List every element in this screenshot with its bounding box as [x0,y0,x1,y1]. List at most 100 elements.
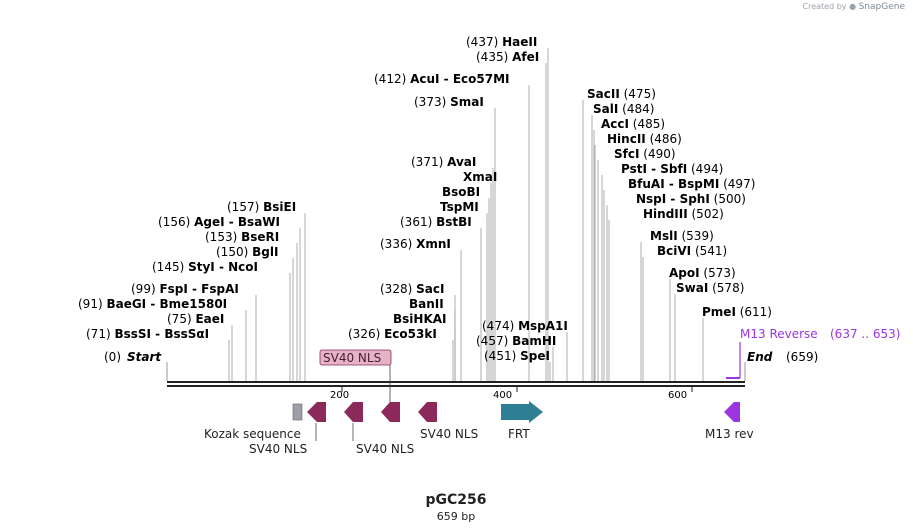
site-position: (336) [380,237,416,251]
site-label-acui[interactable]: (412) AcuI - Eco57MI [374,72,510,86]
site-position: (373) [414,95,450,109]
site-label-hindiii[interactable]: HindIII (502) [643,207,724,221]
site-position: (457) [476,334,512,348]
site-position: (475) [620,87,656,101]
site-label-bsihkai[interactable]: BsiHKAI [393,312,447,326]
frt-arrow[interactable] [501,401,543,423]
site-label-styi[interactable]: (145) StyI - NcoI [152,260,258,274]
site-label-sali[interactable]: SalI (484) [593,102,654,116]
site-position: (328) [380,282,416,296]
snapgene-logo-icon: ● [849,2,857,11]
site-label-fspi[interactable]: (99) FspI - FspAI [131,282,239,296]
primer-m13-reverse[interactable]: M13 Reverse (637 .. 653) [726,327,900,379]
site-label-bcivi[interactable]: BciVI (541) [657,244,727,258]
site-label-swai[interactable]: SwaI (578) [676,281,744,295]
site-label-baegi[interactable]: (91) BaeGI - Bme1580I [78,297,227,311]
enzyme-name: BciVI [657,244,691,258]
site-position: (539) [678,229,714,243]
enzyme-name: Eco53kI [384,327,437,341]
enzyme-name: FspI - FspAI [159,282,238,296]
enzyme-name: MslI [650,229,678,243]
enzyme-name: TspMI [440,200,479,214]
sv40-nls-arrow-3[interactable] [381,402,400,422]
site-label-saci[interactable]: (328) SacI [380,282,444,296]
start-marker: (0) Start [104,350,168,381]
site-label-afei[interactable]: (435) AfeI [476,50,539,64]
enzyme-name: StyI - NcoI [188,260,258,274]
enzyme-name: PstI - SbfI [621,162,687,176]
site-position: (153) [205,230,241,244]
site-position: (371) [411,155,447,169]
site-position: (578) [708,281,744,295]
site-position: (91) [78,297,106,311]
site-label-apoi[interactable]: ApoI (573) [669,266,736,280]
site-label-bgli[interactable]: (150) BglI [216,245,278,259]
site-label-bfuai[interactable]: BfuAI - BspMI (497) [628,177,755,191]
kozak-sequence-box[interactable] [292,403,303,421]
site-label-haeii[interactable]: (437) HaeII [466,35,537,49]
site-label-bsobi[interactable]: BsoBI [442,185,480,199]
enzyme-name: SacII [587,87,620,101]
feature-label-kozak: Kozak sequence [204,427,301,441]
sv40-nls-arrow-1[interactable] [307,402,326,422]
site-label-xmai[interactable]: XmaI [463,170,497,184]
site-label-eco53ki[interactable]: (326) Eco53kI [348,327,437,341]
site-label-smai[interactable]: (373) SmaI [414,95,484,109]
brand-name: SnapGene [858,2,905,12]
site-position: (486) [646,132,682,146]
site-label-bsiei[interactable]: (157) BsiEI [227,200,296,214]
enzyme-name: SwaI [676,281,708,295]
enzyme-name: XmnI [416,237,451,251]
site-label-sacii[interactable]: SacII (475) [587,87,656,101]
site-label-hincii[interactable]: HincII (486) [607,132,682,146]
site-position: (490) [639,147,675,161]
site-label-xmni[interactable]: (336) XmnI [380,237,451,251]
site-label-spei[interactable]: (451) SpeI [484,349,550,363]
enzyme-name: SfcI [614,147,639,161]
site-label-bamhi[interactable]: (457) BamHI [476,334,556,348]
site-position: (541) [691,244,727,258]
site-label-bstbi[interactable]: (361) BstBI [400,215,472,229]
highlighted-feature-callout[interactable]: SV40 NLS [319,349,392,404]
ruler-label-200: 200 [330,390,349,401]
site-label-avai[interactable]: (371) AvaI [411,155,476,169]
site-label-nspi[interactable]: NspI - SphI (500) [636,192,746,206]
enzyme-name: BstBI [436,215,472,229]
enzyme-name: BglI [252,245,278,259]
site-label-sfci[interactable]: SfcI (490) [614,147,676,161]
site-position: (99) [131,282,159,296]
sv40-nls-arrow-2[interactable] [344,402,363,422]
feature-label-sv40-nls-1: SV40 NLS [249,442,307,456]
ruler: 200 400 600 [330,387,693,401]
ruler-label-400: 400 [493,390,512,401]
site-label-mspa1i[interactable]: (474) MspA1I [482,319,568,333]
feature-label-sv40-nls-4: SV40 NLS [420,427,478,441]
m13-rev-arrow[interactable] [724,402,740,422]
site-label-tspmi[interactable]: TspMI [440,200,479,214]
primer-name: M13 Reverse [740,327,818,341]
enzyme-name: BfuAI - BspMI [628,177,719,191]
sv40-nls-arrow-4[interactable] [418,402,437,422]
site-label-psti[interactable]: PstI - SbfI (494) [621,162,723,176]
enzyme-name: NspI - SphI [636,192,710,206]
feature-label-frt: FRT [508,427,530,441]
enzyme-name: AccI [601,117,629,131]
enzyme-name: SacI [416,282,444,296]
enzyme-name: BsoBI [442,185,480,199]
site-label-banii[interactable]: BanII [409,297,444,311]
site-label-acci[interactable]: AccI (485) [601,117,665,131]
site-label-eaei[interactable]: (75) EaeI [167,312,224,326]
site-position: (500) [710,192,746,206]
site-label-pmei[interactable]: PmeI (611) [702,305,772,319]
site-position: (71) [86,327,114,341]
site-label-bseri[interactable]: (153) BseRI [205,230,279,244]
site-label-bsssi[interactable]: (71) BssSI - BssSαI [86,327,209,341]
site-label-msli[interactable]: MslI (539) [650,229,714,243]
enzyme-name: BseRI [241,230,279,244]
site-label-agei[interactable]: (156) AgeI - BsaWI [158,215,280,229]
end-marker: End (659) [744,350,818,381]
plasmid-length: 659 bp [437,510,475,523]
ruler-label-600: 600 [668,390,687,401]
site-position: (75) [167,312,195,326]
enzyme-name: PmeI [702,305,736,319]
